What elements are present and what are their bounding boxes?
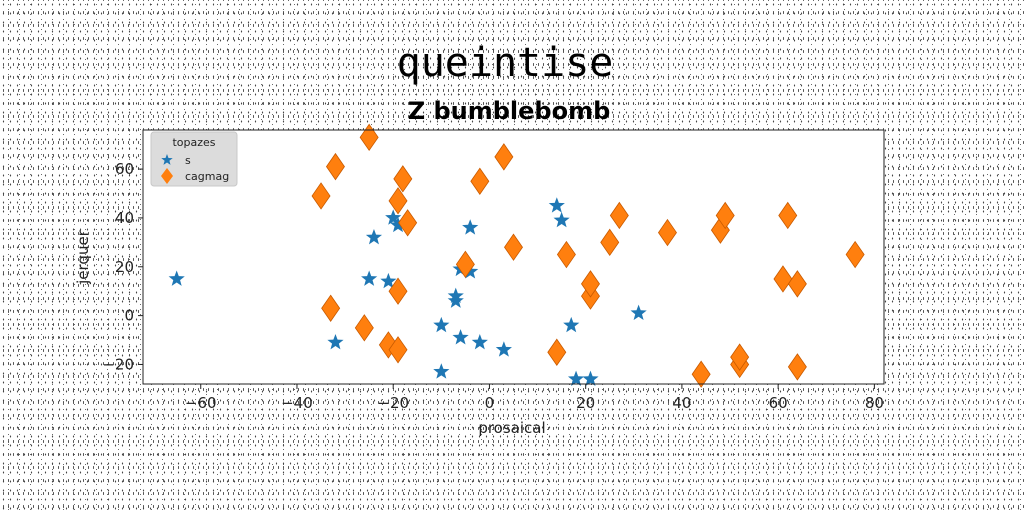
point-s: [553, 211, 570, 228]
legend: topazes s cagmag: [150, 131, 238, 187]
x-tick-label: 40: [672, 394, 691, 412]
point-cagmag: [845, 240, 865, 269]
y-tick-label: 20: [115, 258, 134, 276]
point-cagmag: [787, 353, 807, 381]
point-cagmag: [494, 143, 514, 171]
point-s: [563, 316, 580, 333]
point-cagmag: [388, 277, 408, 305]
series-cagmag: [311, 123, 865, 388]
point-cagmag: [730, 343, 750, 371]
chart-subtitle: Z bumblebomb: [408, 97, 611, 125]
point-cagmag: [600, 228, 620, 257]
x-tick-label: 0: [485, 394, 495, 412]
point-s: [168, 270, 185, 286]
data-points: [168, 123, 865, 388]
y-tick-label: −20: [102, 355, 134, 373]
point-s: [452, 329, 469, 345]
point-s: [630, 304, 647, 321]
point-cagmag: [715, 201, 735, 230]
point-cagmag: [388, 336, 408, 364]
point-cagmag: [691, 360, 711, 388]
point-cagmag: [547, 338, 567, 366]
point-s: [361, 270, 378, 286]
legend-label-cagmag: cagmag: [185, 170, 229, 183]
point-cagmag: [778, 201, 798, 230]
point-cagmag: [470, 167, 490, 195]
point-s: [433, 363, 450, 379]
point-s: [389, 216, 407, 233]
point-s: [471, 333, 488, 350]
legend-label-s: s: [185, 154, 191, 167]
legend-box: [150, 131, 238, 187]
series-s: [168, 197, 647, 386]
point-cagmag: [787, 270, 807, 298]
point-s: [380, 272, 397, 289]
point-s: [582, 370, 599, 386]
point-s: [548, 197, 565, 213]
x-tick-label: 80: [865, 394, 884, 412]
y-tick-label: 0: [124, 307, 134, 325]
point-cagmag: [773, 265, 793, 293]
point-cagmag: [325, 152, 345, 181]
point-s: [385, 209, 402, 225]
legend-marker-cagmag: [161, 168, 173, 184]
point-cagmag: [504, 233, 523, 261]
x-tick-label: −40: [281, 394, 313, 412]
y-tick-label: 60: [115, 160, 134, 178]
point-cagmag: [311, 182, 331, 210]
point-cagmag: [393, 165, 413, 193]
point-cagmag: [609, 201, 629, 230]
y-tick-label: 40: [115, 209, 134, 227]
x-axis-label: prosaical: [478, 419, 545, 437]
legend-marker-s: [161, 154, 173, 165]
point-s: [365, 228, 383, 245]
point-cagmag: [455, 250, 475, 279]
point-s: [495, 341, 512, 357]
y-axis-label: jerquer: [74, 229, 92, 285]
point-s: [567, 370, 585, 386]
point-cagmag: [388, 187, 408, 215]
point-s: [447, 292, 464, 308]
point-s: [433, 316, 450, 333]
point-s: [327, 333, 344, 350]
plot-frame: [142, 129, 885, 385]
x-tick-label: 20: [576, 394, 595, 412]
point-s: [462, 219, 479, 235]
x-tick-label: −60: [185, 394, 217, 412]
chart-title: queintise: [397, 40, 614, 86]
x-tick-label: 60: [769, 394, 788, 412]
point-cagmag: [581, 270, 600, 298]
point-cagmag: [657, 218, 677, 247]
x-tick-label: −20: [377, 394, 409, 412]
point-cagmag: [398, 209, 418, 237]
point-cagmag: [556, 240, 576, 269]
axes: −60 −40 −20 0 20 40 60 80 −20 0 20 40 60: [102, 129, 885, 412]
point-cagmag: [321, 294, 341, 322]
legend-title: topazes: [172, 136, 215, 149]
point-cagmag: [354, 314, 374, 342]
point-s: [447, 287, 464, 303]
point-cagmag: [359, 123, 379, 152]
